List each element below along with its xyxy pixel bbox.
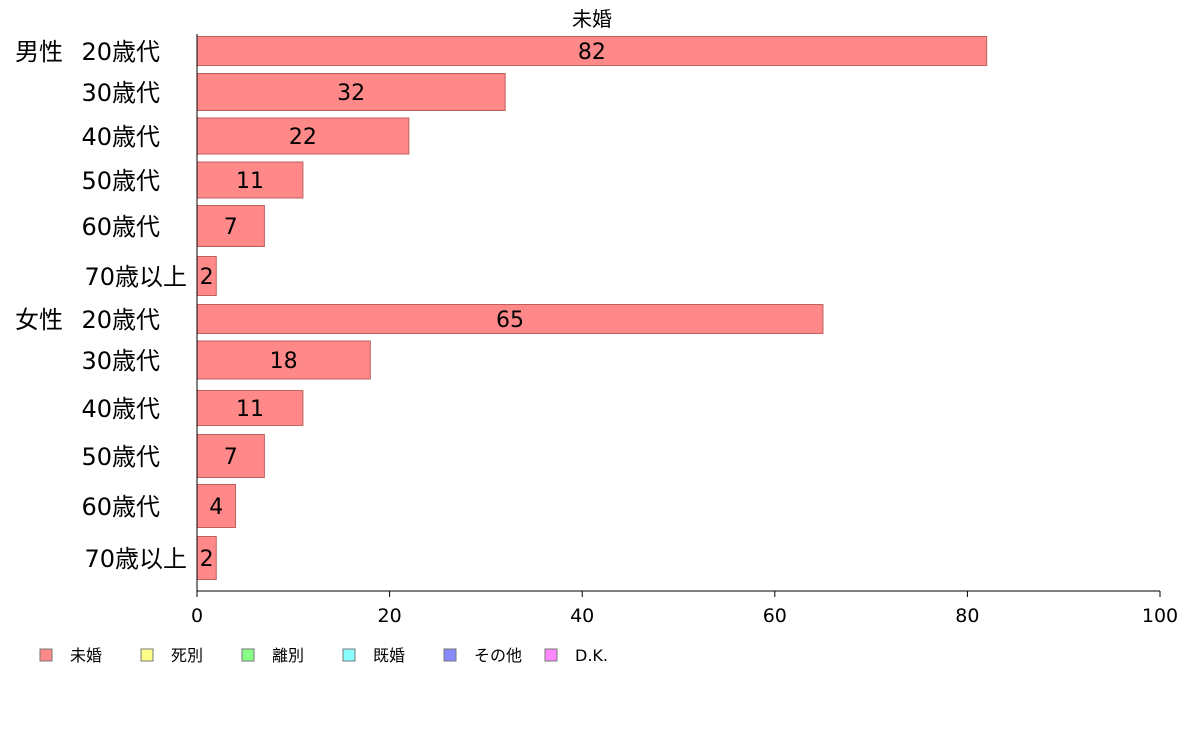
legend: 未婚 死別 離別 既婚 その他 D.K.	[39, 646, 608, 665]
x-tick-label: 20	[378, 605, 402, 627]
chart-title: 未婚	[572, 7, 612, 31]
category-label: 60歳代	[81, 213, 160, 241]
category-label: 50歳代	[81, 443, 160, 471]
x-tick-label: 80	[955, 605, 979, 627]
legend-label: 死別	[171, 646, 203, 665]
category-label: 20歳代	[81, 38, 160, 66]
legend-label: D.K.	[575, 646, 608, 665]
bar-value-label: 11	[236, 397, 264, 422]
bar-value-label: 2	[200, 265, 214, 290]
bar-value-label: 65	[496, 308, 524, 333]
bars-layer: 8220歳代男性3230歳代2240歳代1150歳代760歳代270歳以上652…	[15, 36, 988, 580]
group-label: 男性	[15, 38, 63, 66]
category-label: 30歳代	[81, 79, 160, 107]
bar-value-label: 18	[270, 349, 298, 374]
legend-swatch	[342, 648, 356, 662]
x-tick-label: 0	[191, 605, 203, 627]
bar-value-label: 22	[289, 125, 317, 150]
bar-value-label: 2	[200, 547, 214, 572]
category-label: 40歳代	[81, 123, 160, 151]
bar-value-label: 4	[209, 495, 223, 520]
legend-label: 未婚	[70, 646, 102, 665]
legend-swatch	[39, 648, 53, 662]
legend-label: その他	[474, 646, 522, 665]
x-tick-label: 100	[1142, 605, 1178, 627]
bar	[196, 205, 265, 247]
legend-label: 離別	[272, 646, 304, 665]
legend-swatch	[443, 648, 457, 662]
group-label: 女性	[15, 306, 63, 334]
category-label: 20歳代	[81, 306, 160, 334]
category-label: 50歳代	[81, 167, 160, 195]
bar-value-label: 32	[337, 81, 365, 106]
bar	[196, 73, 506, 111]
category-label: 30歳代	[81, 347, 160, 375]
bar	[196, 161, 304, 199]
bar-value-label: 11	[236, 169, 264, 194]
bar-value-label: 7	[224, 215, 238, 240]
legend-swatch	[140, 648, 154, 662]
x-tick-label: 40	[570, 605, 594, 627]
legend-swatch	[241, 648, 255, 662]
legend-label: 既婚	[373, 646, 405, 665]
bar	[196, 304, 824, 334]
bar-value-label: 7	[224, 445, 238, 470]
category-label: 70歳以上	[84, 263, 187, 291]
category-label: 60歳代	[81, 493, 160, 521]
bar-value-label: 82	[578, 40, 606, 65]
x-tick-label: 60	[763, 605, 787, 627]
category-label: 70歳以上	[84, 545, 187, 573]
bar	[196, 117, 410, 155]
category-label: 40歳代	[81, 395, 160, 423]
legend-swatch	[544, 648, 558, 662]
bar	[196, 36, 988, 66]
bar	[196, 340, 371, 380]
x-axis: 0 20 40 60 80 100	[191, 34, 1178, 627]
